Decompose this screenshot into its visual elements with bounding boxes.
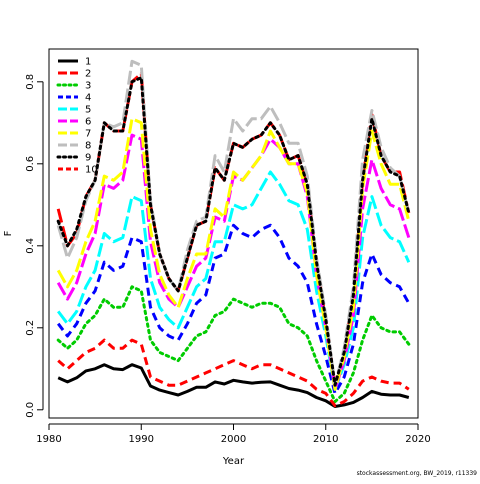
x-axis-label: Year	[222, 456, 245, 467]
legend-label-4: 4	[85, 93, 91, 104]
x-tick-label: 1990	[129, 434, 154, 445]
legend-label-2: 2	[85, 69, 91, 80]
y-tick-label: 0.0	[25, 402, 36, 418]
legend-label-3: 3	[85, 81, 91, 92]
legend-label-9: 9	[85, 153, 91, 164]
series-line-9	[56, 76, 411, 387]
legend-label-6: 6	[85, 117, 91, 128]
plot-frame	[48, 48, 419, 419]
legend-label-8: 8	[85, 141, 91, 152]
y-tick-label: 0.6	[25, 156, 36, 172]
series-line-5	[57, 170, 411, 391]
legend-label-10: 10	[85, 165, 98, 176]
series-line-7	[56, 117, 411, 391]
y-tick-label: 0.2	[25, 320, 36, 336]
series-line-3	[56, 285, 411, 404]
legend-label-5: 5	[85, 105, 91, 116]
legend-label-7: 7	[85, 129, 91, 140]
x-tick-label: 2010	[313, 434, 338, 445]
x-tick-label: 1980	[36, 434, 61, 445]
x-tick-label: 2000	[221, 434, 246, 445]
series-line-10	[57, 338, 410, 408]
series-line-1	[57, 363, 410, 408]
y-tick-label: 0.8	[25, 74, 36, 90]
y-axis-label: F	[3, 230, 14, 236]
series-line-4	[57, 223, 411, 395]
axes-layer: 1980 1990 2000 2010 2020 0.0 0.2 0.4 0.6 0.8 Year F	[3, 48, 431, 467]
y-tick-label: 0.4	[25, 238, 36, 254]
series-layer	[56, 59, 411, 408]
footnote: stockassessment.org, BW_2019, r11339	[356, 470, 477, 477]
x-tick-label: 2020	[405, 434, 430, 445]
legend-label-1: 1	[85, 57, 91, 68]
